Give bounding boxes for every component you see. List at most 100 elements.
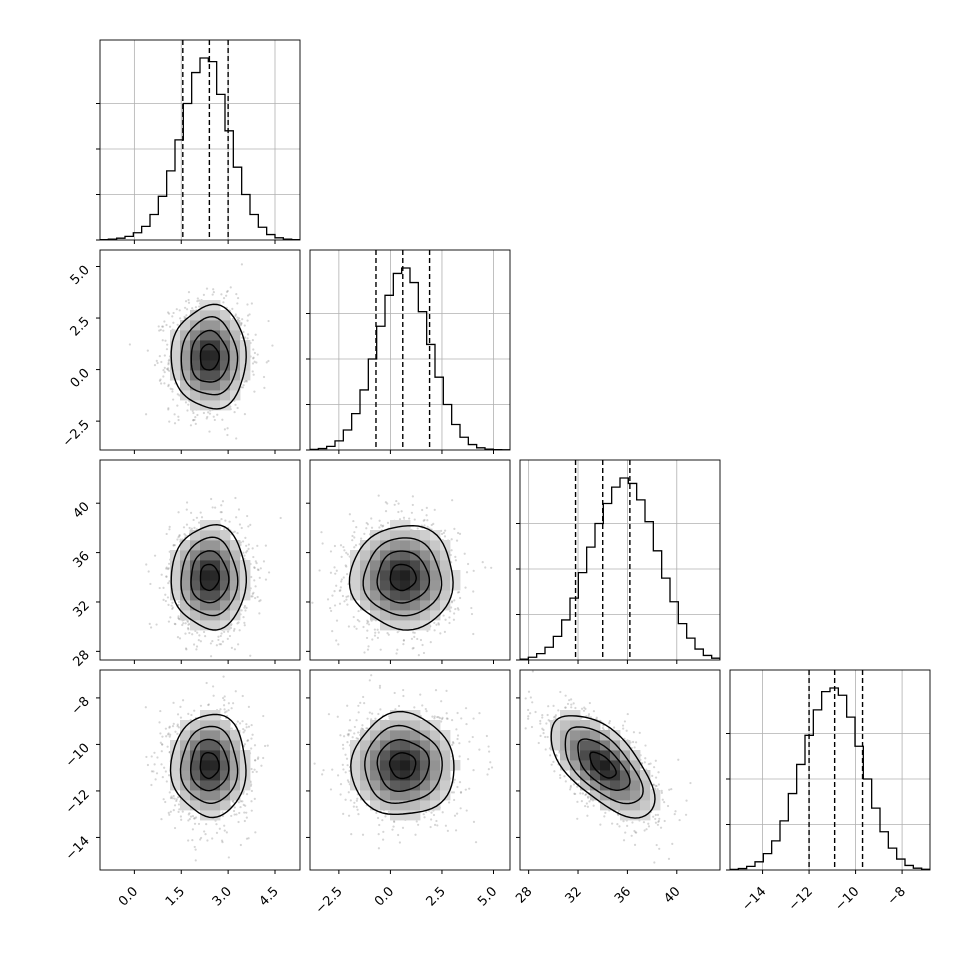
scatter-point: [190, 527, 193, 530]
scatter-point: [177, 600, 181, 604]
density-cell: [410, 620, 421, 631]
scatter-point: [232, 629, 236, 632]
scatter-point: [454, 555, 457, 558]
scatter-point: [265, 361, 268, 364]
density-cell: [190, 550, 201, 561]
scatter-point: [166, 343, 169, 346]
scatter-point: [256, 595, 259, 599]
density-cell: [390, 550, 401, 561]
density-cell: [240, 570, 251, 581]
scatter-point: [451, 499, 454, 502]
scatter-point: [455, 539, 459, 542]
density-cell: [370, 540, 381, 551]
scatter-point: [356, 618, 359, 622]
scatter-point: [370, 517, 373, 520]
density-cell: [180, 600, 191, 611]
scatter-point: [379, 648, 382, 651]
scatter-point: [426, 525, 429, 528]
scatter-point: [157, 325, 160, 328]
contour-2-0-3: [170, 523, 247, 631]
density-cell: [190, 610, 201, 621]
density-cell: [410, 560, 421, 571]
scatter-point: [410, 637, 414, 640]
scatter-point: [333, 544, 337, 548]
density-cell: [440, 550, 451, 561]
density-cell: [190, 340, 201, 351]
scatter-point: [184, 300, 188, 303]
scatter-point: [243, 624, 246, 627]
density-cell: [220, 600, 231, 611]
scatter-point: [163, 354, 166, 357]
contour-1-0-3: [170, 303, 247, 410]
scatter-point: [242, 330, 245, 334]
scatter-point: [395, 499, 398, 503]
density-cell: [220, 620, 231, 631]
scatter-point: [165, 532, 168, 536]
scatter-point: [343, 549, 346, 552]
contour-2-1-2: [362, 537, 443, 617]
scatter-point: [163, 371, 166, 374]
scatter-point: [262, 560, 266, 563]
scatter-point: [189, 511, 193, 514]
density-cell: [230, 550, 241, 561]
scatter-point: [376, 636, 380, 639]
scatter-point: [370, 526, 374, 529]
scatter-point: [167, 361, 170, 365]
scatter-point: [252, 357, 255, 360]
density-cell: [200, 520, 211, 531]
scatter-point: [183, 315, 186, 319]
scatter-point: [220, 511, 223, 514]
scatter-point: [245, 606, 248, 610]
scatter-point: [162, 586, 165, 589]
scatter-point: [169, 387, 172, 390]
scatter-point: [184, 401, 188, 404]
scatter-point: [202, 293, 205, 296]
scatter-point: [410, 511, 413, 514]
density-cell: [200, 370, 211, 381]
scatter-point: [214, 506, 217, 509]
panel-frame-1-1: [309, 249, 511, 451]
scatter-point: [412, 646, 415, 650]
scatter-point: [255, 562, 258, 565]
density-cell: [380, 530, 391, 541]
scatter-point: [196, 300, 199, 303]
scatter-point: [318, 569, 321, 572]
scatter-point: [267, 359, 270, 363]
scatter-point: [176, 796, 180, 799]
density-cell: [180, 350, 191, 361]
scatter-point: [158, 355, 161, 358]
density-cell: [230, 570, 241, 581]
scatter-point: [202, 411, 205, 415]
scatter-point: [347, 625, 350, 628]
scatter-point: [481, 561, 484, 564]
scatter-point: [463, 552, 466, 555]
scatter-point: [304, 616, 306, 618]
scatter-point: [150, 783, 153, 787]
scatter-point: [185, 523, 189, 526]
scatter-point: [219, 634, 222, 638]
scatter-point: [172, 544, 175, 547]
scatter-point: [166, 368, 170, 371]
scatter-point: [246, 337, 249, 340]
scatter-point: [367, 620, 370, 623]
scatter-point: [173, 422, 177, 425]
scatter-point: [229, 626, 233, 630]
scatter-point: [253, 579, 256, 582]
scatter-point: [145, 563, 148, 566]
scatter-point: [226, 630, 230, 633]
density-cell: [180, 360, 191, 371]
scatter-point: [382, 524, 385, 527]
scatter-point: [365, 636, 369, 640]
scatter-point: [178, 394, 181, 397]
scatter-point: [254, 831, 257, 834]
scatter-point: [353, 546, 356, 549]
scatter-point: [168, 528, 171, 531]
scatter-point: [396, 631, 399, 634]
density-cell: [430, 560, 441, 571]
scatter-point: [413, 635, 416, 638]
scatter-point: [453, 599, 456, 602]
density-cell: [440, 590, 451, 601]
density-cell: [180, 590, 191, 601]
scatter-point: [192, 411, 195, 415]
